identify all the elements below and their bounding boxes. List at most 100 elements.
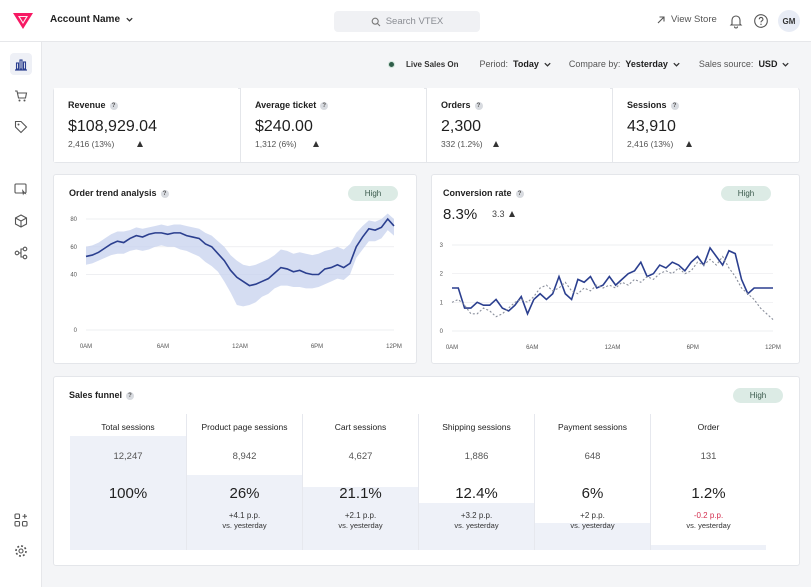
kpi-delta: 332 (1.2%)	[441, 139, 483, 149]
up-arrow-icon	[508, 211, 515, 217]
compare-select[interactable]: Yesterday	[625, 59, 681, 69]
funnel-bar	[70, 436, 186, 550]
funnel-step-count: 8,942	[232, 451, 257, 462]
funnel-bar	[187, 474, 302, 550]
sidebar-item-promotions[interactable]	[10, 116, 32, 138]
funnel-column[interactable]: Payment sessions 648 6% +2 p.p. vs. yesterda…	[534, 414, 650, 550]
bell-icon[interactable]	[728, 13, 744, 29]
user-avatar[interactable]: GM	[778, 10, 800, 32]
confidence-band	[86, 213, 394, 307]
y-tick-label: 80	[70, 217, 77, 223]
funnel-step-count: 648	[584, 451, 601, 462]
filter-bar: Live Sales On Period: Today Compare by: …	[380, 56, 800, 72]
funnel-bar	[419, 503, 534, 550]
sidebar-item-integrations[interactable]	[10, 242, 32, 264]
up-arrow-icon	[493, 141, 499, 147]
sidebar-item-settings[interactable]	[10, 540, 32, 562]
bar-chart-icon	[15, 59, 27, 71]
box-icon	[14, 214, 28, 228]
help-icon[interactable]: ?	[474, 101, 483, 110]
x-tick-label: 12AM	[232, 344, 248, 350]
funnel-column[interactable]: Cart sessions 4,627 21.1% +2.1 p.p. vs. yest…	[302, 414, 418, 550]
funnel-step-delta: +2 p.p.	[580, 511, 605, 520]
order-trend-chart: 0 40 60 80 0AM 6AM 12AM 6PM 12PM	[70, 213, 402, 350]
kpi-value: $108,929.04	[68, 118, 157, 135]
help-icon[interactable]: ?	[515, 189, 524, 198]
funnel-column[interactable]: Product page sessions 8,942 26% +4.1 p.p. vs…	[186, 414, 302, 550]
status-badge: High	[721, 186, 771, 201]
sidebar-item-apps[interactable]	[10, 509, 32, 531]
y-tick-label: 2	[440, 272, 444, 278]
x-tick-label: 6AM	[157, 344, 169, 350]
order-trend-card: Order trend analysis? High 0 40 60 80 0AM 6AM…	[53, 174, 417, 364]
conversion-value: 8.3%	[443, 206, 478, 223]
kpi-sessions[interactable]: Sessions? 43,910 2,416 (13%)	[612, 88, 798, 162]
funnel-column[interactable]: Total sessions 12,247 100%	[70, 414, 186, 550]
live-dot-icon	[388, 60, 395, 68]
kpi-title: Orders?	[441, 100, 483, 110]
funnel-step-title: Total sessions	[101, 422, 155, 432]
kpi-title: Sessions?	[627, 100, 679, 110]
funnel-bar	[303, 487, 418, 550]
funnel-step-count: 4,627	[348, 451, 373, 462]
card-title: Conversion rate?	[443, 188, 524, 198]
vtex-logo-icon[interactable]	[12, 12, 34, 30]
funnel-column[interactable]: Shipping sessions 1,886 12.4% +3.2 p.p. vs. …	[418, 414, 534, 550]
sidebar-item-dashboard[interactable]	[10, 53, 32, 75]
x-tick-label: 6PM	[687, 345, 699, 351]
funnel-step-percent: 6%	[581, 485, 604, 502]
series-line	[452, 246, 773, 316]
help-icon[interactable]: ?	[670, 101, 679, 110]
kpi-revenue[interactable]: Revenue? $108,929.04 2,416 (13%)	[54, 88, 238, 162]
y-tick-label: 0	[74, 328, 78, 334]
period-label: Period:	[479, 59, 508, 69]
view-store-link[interactable]: View Store	[656, 14, 717, 25]
y-tick-label: 3	[440, 243, 444, 249]
kpi-delta: 1,312 (6%)	[255, 139, 297, 149]
up-arrow-icon	[137, 141, 143, 147]
search-input[interactable]: Search VTEX	[334, 11, 480, 32]
kpi-orders[interactable]: Orders? 2,300 332 (1.2%)	[426, 88, 610, 162]
funnel-step-title: Product page sessions	[201, 422, 288, 432]
kpi-delta: 2,416 (13%)	[627, 139, 674, 149]
funnel-step-percent: 26%	[229, 485, 260, 502]
help-icon[interactable]: ?	[109, 101, 118, 110]
external-arrow-icon	[657, 15, 665, 23]
funnel-step-percent: 12.4%	[455, 485, 498, 502]
tag-icon	[14, 120, 28, 134]
funnel-step-percent: 1.2%	[691, 485, 726, 502]
x-tick-label: 12AM	[605, 345, 621, 351]
kpi-average-ticket[interactable]: Average ticket? $240.00 1,312 (6%)	[240, 88, 424, 162]
chevron-down-icon	[782, 62, 790, 67]
live-sales-toggle[interactable]: Live Sales On	[406, 59, 459, 69]
funnel-step-compare: vs. yesterday	[338, 521, 383, 530]
help-circle-icon[interactable]	[753, 13, 769, 29]
sidebar-item-catalog[interactable]	[10, 210, 32, 232]
funnel-step-count: 1,886	[464, 451, 489, 462]
funnel-step-title: Order	[697, 422, 720, 432]
conversion-delta: 3.3	[492, 209, 515, 219]
funnel-column[interactable]: Order 131 1.2% -0.2 p.p. vs. yesterday	[650, 414, 766, 550]
help-icon[interactable]: ?	[320, 101, 329, 110]
status-badge: High	[733, 388, 783, 403]
x-tick-label: 0AM	[80, 344, 92, 350]
series-line	[85, 217, 395, 287]
sidebar-item-orders[interactable]	[10, 85, 32, 107]
chevron-down-icon	[673, 62, 680, 67]
up-arrow-icon	[313, 141, 319, 147]
chevron-down-icon	[544, 62, 551, 67]
account-selector[interactable]: Account Name	[50, 14, 134, 25]
sidebar-item-storefront[interactable]	[10, 178, 32, 200]
period-select[interactable]: Today	[513, 59, 552, 69]
top-bar: Account Name Search VTEX View Store GM	[0, 0, 811, 42]
help-icon[interactable]: ?	[160, 189, 169, 198]
cursor-window-icon	[14, 183, 27, 196]
help-icon[interactable]: ?	[126, 391, 135, 400]
funnel-step-count: 12,247	[113, 451, 143, 462]
funnel-step-title: Shipping sessions	[442, 422, 511, 432]
conversion-card: Conversion rate? High 8.3% 3.3 0 1 2 3 0AM 6A…	[431, 174, 800, 364]
source-label: Sales source:	[698, 59, 754, 69]
source-select[interactable]: USD	[758, 59, 790, 69]
apps-plus-icon	[14, 513, 28, 527]
conversion-chart: 0 1 2 3 0AM 6AM 12AM 6PM 12PM	[440, 243, 781, 351]
